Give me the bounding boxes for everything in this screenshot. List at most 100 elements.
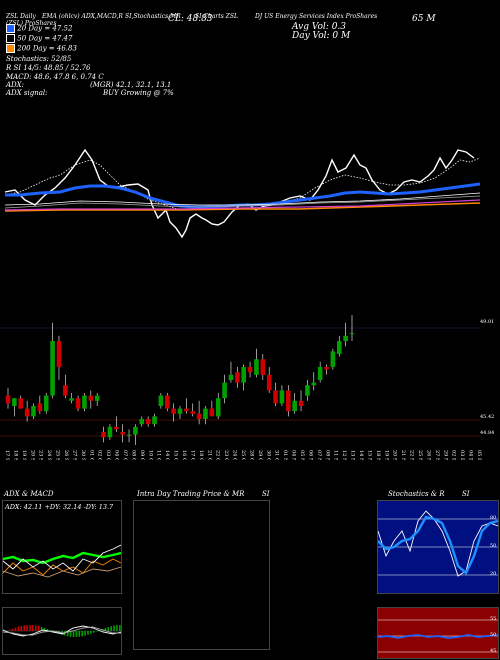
rsi-level-45: 45 xyxy=(490,648,497,654)
candle-body xyxy=(56,341,62,367)
x-tick-label: 18 Oct xyxy=(198,450,204,460)
legend-swatch-ema20 xyxy=(6,24,15,33)
macd-histogram-bar xyxy=(26,625,28,631)
candle-body xyxy=(63,385,68,396)
x-tick-label: 10 Oct xyxy=(147,450,153,460)
candle-body xyxy=(222,382,227,399)
legend-stoch: Stochastics: 52/85 xyxy=(6,55,72,63)
adx-lines xyxy=(3,544,121,578)
x-tick-label: 07 Oct xyxy=(122,450,128,460)
macd-histogram-bar xyxy=(20,625,23,631)
candle-body xyxy=(120,432,125,435)
macd-histogram-bar xyxy=(17,626,20,631)
ema-white-line xyxy=(4,192,481,206)
candle-body xyxy=(164,395,170,409)
x-tick-label: 05 Nov xyxy=(299,450,305,460)
ema-magenta-line xyxy=(4,199,481,211)
adx-readout: ADX: 42.11 +DY: 32.14 -DY: 13.7 xyxy=(5,503,114,511)
x-tick-label: 27 Nov xyxy=(434,450,440,460)
candle-body xyxy=(94,395,100,401)
candle-body xyxy=(113,426,119,430)
x-tick-label: 28 Oct xyxy=(248,450,254,460)
candle-body xyxy=(241,367,247,383)
macd-histogram-bar xyxy=(40,626,43,631)
x-tick-label: 13 Nov xyxy=(350,450,356,460)
ema50-line xyxy=(4,195,481,209)
x-tick-label: 26 Sep xyxy=(63,450,69,460)
macd-histogram-bar xyxy=(90,631,92,634)
macd-histogram-bar xyxy=(119,625,121,631)
x-tick-label: 08 Nov xyxy=(324,450,330,460)
candle-body xyxy=(247,367,253,373)
x-tick-label: 22 Nov xyxy=(409,450,415,460)
candle-body xyxy=(190,411,196,414)
macd-histogram-bar xyxy=(66,631,69,637)
candle-body xyxy=(317,367,323,380)
macd-histogram-bar xyxy=(84,631,86,636)
candle-body xyxy=(158,395,164,406)
candle-body xyxy=(177,408,183,414)
candle-body xyxy=(330,351,336,367)
x-tick-label: 24 Oct xyxy=(232,450,238,460)
x-tick-label: 20 Sep xyxy=(29,450,35,460)
x-tick-label: 06 Nov xyxy=(307,450,313,460)
volume: 65 M xyxy=(412,14,436,24)
header-line-3: SI,Stochastics,MR xyxy=(125,13,181,20)
x-tick-label: 02 Dec xyxy=(451,450,457,460)
candle-body xyxy=(139,419,145,425)
candle-body xyxy=(305,385,310,396)
rsi-level-55: 55 xyxy=(490,616,497,622)
stoch-title-si: SI xyxy=(462,490,470,498)
legend-macd: MACD: 48.6, 47.8 6, 0.74 C xyxy=(6,73,104,81)
header-line-5: DJ US Energy Services Index ProShares xyxy=(255,13,378,20)
x-tick-label: 12 Nov xyxy=(341,450,347,460)
stoch-level-50: 50 xyxy=(490,543,497,549)
stoch-level-80: 80 xyxy=(490,515,497,521)
legend-ema50-label: 50 Day = 47.47 xyxy=(17,34,73,43)
macd-histogram-bar xyxy=(107,627,110,631)
candle-body xyxy=(69,398,75,401)
candle-body xyxy=(273,390,278,404)
stoch-lines xyxy=(378,510,498,577)
macd-histogram-bar xyxy=(78,631,81,637)
macd-histogram-bar xyxy=(35,625,37,631)
close-price: CL: 48.83 xyxy=(168,14,213,24)
macd-histogram-bar xyxy=(43,627,46,631)
x-tick-label: 14 Oct xyxy=(164,450,170,460)
x-tick-label: 22 Oct xyxy=(215,450,221,460)
macd-histogram-bar xyxy=(29,625,31,631)
x-tick-label: 11 Nov xyxy=(333,450,339,460)
candle-body xyxy=(311,382,317,386)
candle-body xyxy=(126,434,132,436)
x-tick-label: 30 Sep xyxy=(80,450,86,460)
candle-body xyxy=(254,359,259,375)
candle-body xyxy=(145,419,151,425)
candle-body xyxy=(171,408,176,414)
candle-body xyxy=(88,395,94,401)
macd-histogram-bar xyxy=(8,629,11,631)
x-tick-label: 05 Dec xyxy=(476,450,482,460)
candle-body xyxy=(133,426,138,435)
adx-macd-title: ADX & MACD xyxy=(4,490,54,498)
x-tick-label: 21 Nov xyxy=(400,450,406,460)
macd-histogram-bar xyxy=(32,625,34,631)
legend-ema200-label: 200 Day = 46.83 xyxy=(17,44,77,53)
x-tick-label: 02 Oct xyxy=(97,450,103,460)
stoch-level-20: 20 xyxy=(490,571,497,577)
x-tick-label: 16 Oct xyxy=(181,450,187,460)
x-tick-label: 27 Sep xyxy=(71,450,77,460)
rsi-lines xyxy=(378,619,498,653)
candle-body xyxy=(107,426,113,438)
macd-histogram-bar xyxy=(75,631,78,637)
candle-body xyxy=(285,390,291,412)
x-tick-label: 24 Sep xyxy=(46,450,52,460)
x-tick-label: 17 Oct xyxy=(189,450,195,460)
legend-rsi: R SI 14/5: 48.85 / 52.76 xyxy=(6,64,91,72)
candle-body xyxy=(12,398,17,406)
x-tick-label: 19 Nov xyxy=(383,450,389,460)
macd-histogram-bar xyxy=(116,625,118,631)
x-tick-label: 15 Oct xyxy=(173,450,179,460)
candle-body xyxy=(50,341,55,396)
macd-histogram-bar xyxy=(72,631,75,637)
adx-panel: ADX: 42.11 +DY: 32.14 -DY: 13.7 xyxy=(2,500,122,594)
